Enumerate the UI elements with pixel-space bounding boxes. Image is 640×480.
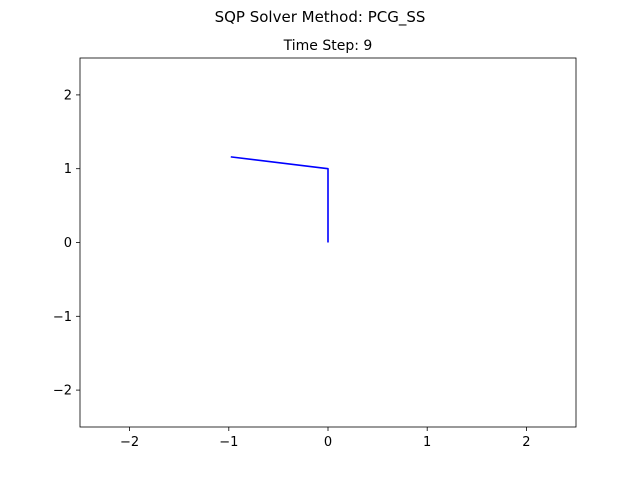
y-tick-label: 1 [64,162,72,177]
y-tick-label: −1 [53,310,72,325]
x-axis-ticks: −2 −1 0 1 2 [120,427,531,450]
y-axis-ticks: −2 −1 0 1 2 [53,88,80,399]
x-tick-label: 2 [522,435,530,450]
y-tick-label: 0 [64,236,72,251]
x-tick-label: −2 [120,435,139,450]
chart-title: Time Step: 9 [283,38,373,54]
series-layer [230,156,329,243]
x-tick-label: 0 [324,435,332,450]
y-tick-label: −2 [53,384,72,399]
series-line-0 [230,156,329,243]
x-tick-label: 1 [423,435,431,450]
y-tick-label: 2 [64,88,72,103]
x-tick-label: −1 [219,435,238,450]
figure-suptitle: SQP Solver Method: PCG_SS [215,8,426,27]
